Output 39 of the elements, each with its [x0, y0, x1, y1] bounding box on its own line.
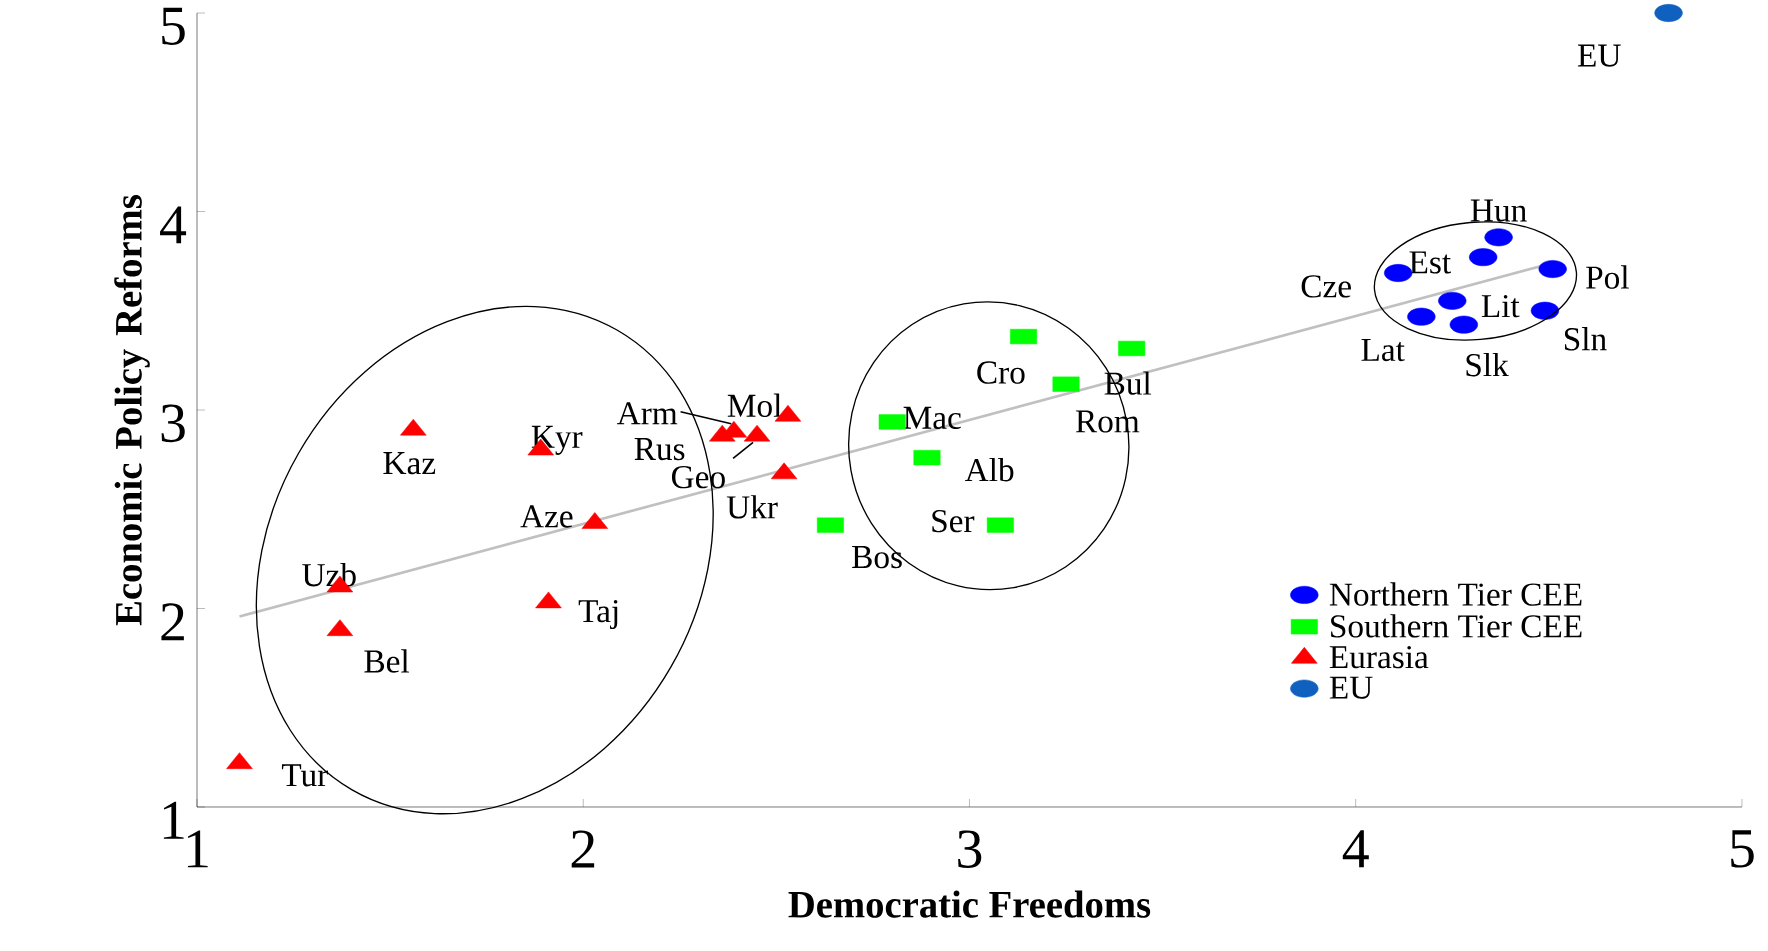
annotation: Lit: [1481, 294, 1520, 318]
legend-label: EU: [1329, 676, 1373, 699]
annotation: Ukr: [726, 495, 778, 519]
legend-label: Eurasia: [1329, 645, 1429, 669]
x-axis-title: Democratic Freedoms: [788, 890, 1151, 918]
annotation: Alb: [964, 457, 1014, 482]
legend-label: Northern Tier CEE: [1329, 582, 1582, 606]
annotation: Cro: [977, 361, 1025, 384]
annotation: Cze: [1301, 275, 1351, 298]
annotation: Kaz: [383, 452, 436, 475]
x-tick-label: 5: [1731, 830, 1754, 868]
annotation: EU: [1577, 44, 1621, 67]
annotation: Lat: [1361, 338, 1405, 362]
annotation: Mol: [727, 393, 782, 418]
x-tick-label: 4: [1342, 830, 1369, 868]
annotation: Aze: [520, 505, 573, 528]
y-tick-label: 5: [162, 7, 185, 45]
annotation: Taj: [578, 599, 618, 630]
annotation: Slk: [1466, 352, 1509, 377]
y-tick-label: 4: [160, 206, 187, 244]
annotation: Est: [1409, 251, 1451, 274]
annotation: Pol: [1586, 265, 1629, 289]
annotation: Bel: [364, 649, 410, 673]
annotation: Rus: [634, 438, 685, 461]
y-tick-label: 2: [161, 603, 184, 641]
annotation: Ser: [932, 509, 975, 533]
annotation: Arm: [616, 402, 678, 425]
y-tick-label: 3: [161, 404, 185, 443]
x-tick-label: 3: [958, 830, 982, 868]
y-axis-title: Economic Policy Reforms: [114, 195, 150, 626]
legend-label: Southern Tier CEE: [1331, 614, 1582, 638]
x-tick-label: 2: [571, 830, 595, 868]
annotation: Hun: [1470, 199, 1527, 222]
annotation: Tur: [281, 764, 329, 787]
annotation: Kyr: [531, 425, 583, 455]
annotation: Bos: [852, 546, 902, 569]
y-tick-label: 1: [163, 801, 184, 839]
annotation: Sln: [1564, 327, 1607, 351]
x-tick-label: 1: [187, 830, 208, 868]
